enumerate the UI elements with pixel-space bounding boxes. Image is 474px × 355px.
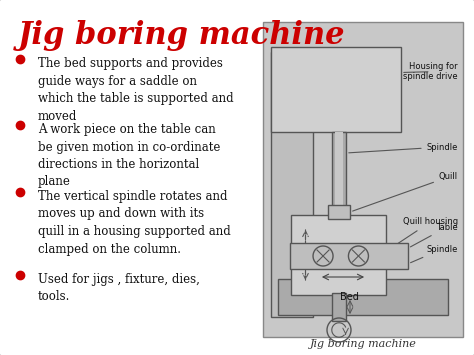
Bar [292, 215, 386, 295]
Bar [278, 279, 448, 315]
Text: The vertical spindle rotates and
moves up and down with its
quill in a housing s: The vertical spindle rotates and moves u… [38, 190, 231, 256]
Text: Spindle: Spindle [410, 245, 458, 263]
Bar [271, 52, 313, 317]
Text: The bed supports and provides
guide ways for a saddle on
which the table is supp: The bed supports and provides guide ways… [38, 57, 234, 122]
Text: Jig boring machine: Jig boring machine [310, 339, 417, 349]
Bar [332, 132, 346, 207]
Bar [290, 243, 408, 269]
Bar [271, 47, 401, 132]
Bar [263, 22, 463, 337]
Text: A work piece on the table can
be given motion in co-ordinate
directions in the h: A work piece on the table can be given m… [38, 123, 220, 189]
Text: Table: Table [410, 223, 458, 247]
Text: Used for jigs , fixture, dies,
tools.: Used for jigs , fixture, dies, tools. [38, 273, 200, 304]
Text: Quill: Quill [353, 173, 458, 211]
Bar [332, 293, 346, 321]
Text: Spindle: Spindle [349, 142, 458, 153]
Text: Bed: Bed [339, 292, 358, 302]
Text: Jig boring machine: Jig boring machine [18, 20, 346, 51]
Bar [328, 205, 350, 219]
Text: Quill housing: Quill housing [389, 218, 458, 250]
Bar [335, 132, 343, 207]
Text: Housing for
spindle drive: Housing for spindle drive [403, 62, 458, 81]
